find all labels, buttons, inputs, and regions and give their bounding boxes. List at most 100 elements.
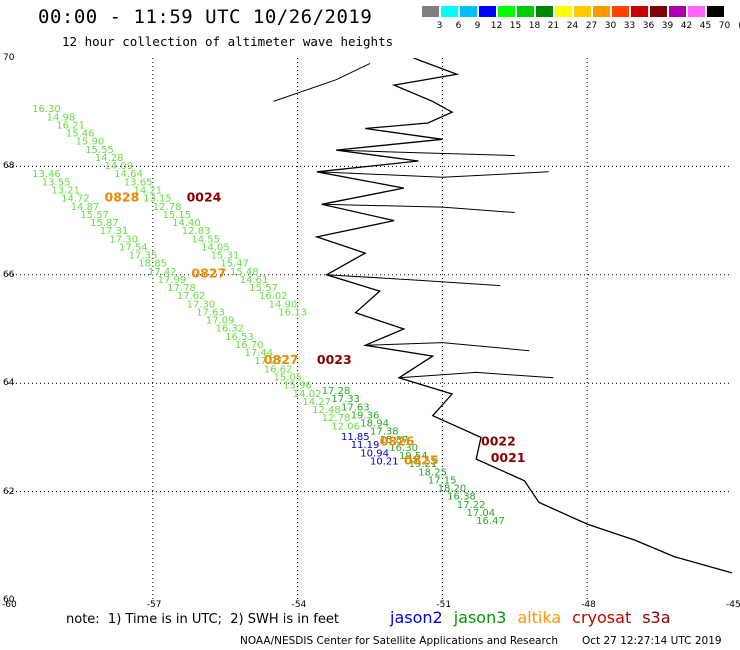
- color-swatch: [421, 5, 440, 18]
- x-tick-label: -60: [2, 600, 17, 610]
- wave-height-label: 16.30: [32, 104, 61, 115]
- wave-height-label: 16.38: [447, 492, 476, 503]
- altimeter-map: 16.3014.9816.2115.4615.9015.5514.2814.09…: [8, 58, 733, 600]
- color-swatch: [440, 5, 459, 18]
- wave-height-label: 15.57: [249, 283, 278, 294]
- wave-height-label: 14.61: [240, 275, 269, 286]
- wave-height-label: 14.98: [47, 112, 76, 123]
- color-swatch: [592, 5, 611, 18]
- wave-height-label: 13.15: [143, 194, 172, 205]
- x-tick-label: -57: [146, 600, 162, 610]
- color-scale-tick: 45: [699, 21, 712, 31]
- wave-height-label: 17.30: [109, 234, 138, 245]
- color-swatch: [535, 5, 554, 18]
- color-scale-tick: 70: [718, 21, 731, 31]
- wave-height-label: 13.46: [32, 169, 61, 180]
- wave-height-label: 17.54: [119, 242, 148, 253]
- color-scale-tick: 30: [604, 21, 617, 31]
- y-tick-label: 70: [3, 53, 15, 63]
- wave-height-label: 15.90: [76, 137, 105, 148]
- wave-height-label: 14.87: [71, 202, 100, 213]
- wave-height-label: 17.09: [206, 316, 235, 327]
- wave-height-label: 16.02: [259, 291, 288, 302]
- wave-height-label: 18.25: [418, 467, 447, 478]
- fjord-outline: [321, 203, 515, 213]
- color-scale-tick: 15: [509, 21, 522, 31]
- pass-time-label: 0024: [187, 190, 222, 205]
- wave-height-label: 15.55: [85, 145, 114, 156]
- page-subtitle: 12 hour collection of altimeter wave hei…: [62, 34, 394, 49]
- wave-height-label: 14.64: [114, 169, 143, 180]
- generated-timestamp: Oct 27 12:27:14 UTC 2019: [582, 635, 722, 647]
- pass-time-label: 0023: [317, 352, 352, 367]
- wave-height-label: 17.99: [158, 275, 187, 286]
- legend-item-jason3: jason3: [453, 608, 507, 627]
- wave-height-label: 11.85: [341, 432, 370, 443]
- wave-height-label: 14.02: [293, 389, 322, 400]
- fjord-outline: [398, 371, 554, 379]
- color-scale-tick: 27: [585, 21, 598, 31]
- wave-height-label: 15.96: [283, 381, 312, 392]
- wave-height-label: 13.21: [51, 186, 80, 197]
- wave-height-label: 18.20: [438, 484, 467, 495]
- wave-height-label: 15.31: [211, 251, 240, 262]
- wave-height-label: 17.63: [196, 307, 225, 318]
- wave-height-label: 15.05: [274, 373, 303, 384]
- wave-height-label: 17.38: [370, 427, 399, 438]
- wave-height-label: 14.28: [95, 153, 124, 164]
- wave-height-label: 16.70: [235, 340, 264, 351]
- wave-height-label: 12.78: [153, 202, 182, 213]
- color-swatch: [497, 5, 516, 18]
- wave-height-label: 17.63: [341, 402, 370, 413]
- x-tick-label: -48: [581, 600, 596, 610]
- wave-height-label: 14.21: [134, 186, 163, 197]
- satellite-legend: jason2 jason3 altika cryosat s3a: [390, 608, 682, 627]
- wave-height-label: 14.05: [201, 242, 230, 253]
- wave-height-label: 12.06: [331, 421, 360, 432]
- wave-height-label: 17.27: [254, 356, 283, 367]
- color-scale-unit: (ft): [733, 21, 740, 31]
- fjord-outline: [273, 62, 371, 102]
- color-swatch: [706, 5, 725, 18]
- wave-height-label: 16.13: [278, 307, 307, 318]
- pass-time-label: 0827: [264, 352, 299, 367]
- legend-item-jason2: jason2: [390, 608, 443, 627]
- wave-height-label: 19.54: [399, 451, 428, 462]
- pass-time-label: 0828: [105, 190, 140, 205]
- wave-height-label: 12.78: [322, 413, 351, 424]
- pass-time-label: 0826: [380, 434, 415, 449]
- fjord-outline: [316, 171, 549, 178]
- wave-height-label: 17.28: [322, 386, 351, 397]
- color-scale-tick: 33: [623, 21, 636, 31]
- color-swatch: [649, 5, 668, 18]
- wave-height-label: 14.27: [302, 397, 331, 408]
- wave-height-label: 15.47: [220, 259, 249, 270]
- wave-height-label: 11.19: [351, 440, 380, 451]
- color-swatch: [573, 5, 592, 18]
- legend-item-s3a: s3a: [642, 608, 671, 627]
- coastline: [314, 58, 733, 574]
- wave-height-label: 14.72: [61, 194, 90, 205]
- y-tick-label: 66: [3, 269, 15, 280]
- wave-height-label: 16.47: [476, 516, 505, 527]
- fjord-outline: [365, 342, 530, 352]
- color-scale-tick: 21: [547, 21, 560, 31]
- fjord-outline: [326, 274, 501, 287]
- x-tick-label: -54: [291, 600, 307, 610]
- y-tick-label: 68: [3, 161, 15, 172]
- wave-height-label: 16.62: [264, 364, 293, 375]
- color-scale-tick: 36: [642, 21, 655, 31]
- wave-height-label: 14.09: [105, 161, 134, 172]
- fjord-outline: [336, 149, 515, 157]
- legend-item-altika: altika: [517, 608, 562, 627]
- wave-height-label: 17.30: [187, 299, 216, 310]
- wave-height-label: 13.55: [42, 177, 71, 188]
- wave-height-label: 17.78: [167, 283, 196, 294]
- x-tick-label: -51: [436, 600, 452, 610]
- page-title: 00:00 - 11:59 UTC 10/26/2019: [38, 6, 373, 28]
- pass-time-label: 0022: [481, 434, 516, 449]
- wave-height-label: 16.53: [225, 332, 254, 343]
- color-swatch: [459, 5, 478, 18]
- wave-height-label: 10.94: [360, 448, 389, 459]
- wave-height-label: 15.87: [380, 435, 409, 446]
